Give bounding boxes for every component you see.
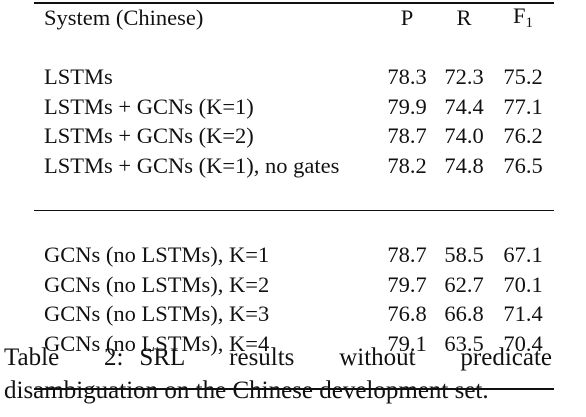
table-row: GCNs (no LSTMs), K=1 78.7 58.5 67.1 — [34, 241, 554, 271]
cell-f1: 71.4 — [503, 301, 543, 327]
cell-f1: 76.2 — [503, 123, 543, 149]
cell-f1: 76.5 — [503, 152, 543, 178]
cell-system: GCNs (no LSTMs), K=4 — [44, 330, 270, 356]
cell-recall: 62.7 — [444, 271, 484, 297]
cell-recall: 58.5 — [444, 242, 484, 268]
cell-system: LSTMs + GCNs (K=1), no gates — [44, 152, 340, 178]
cell-system: LSTMs + GCNs (K=2) — [44, 123, 254, 149]
cell-recall: 63.5 — [444, 330, 484, 356]
header-precision: P — [400, 5, 414, 31]
cell-f1: 67.1 — [503, 242, 543, 268]
group-gcn: GCNs (no LSTMs), K=1 78.7 58.5 67.1 GCNs (no… — [34, 211, 554, 388]
header-system: System (Chinese) — [44, 5, 204, 31]
header-f1: F1 — [492, 4, 554, 34]
cell-system: LSTMs — [44, 64, 113, 90]
caption-label: Table 2: — [4, 344, 124, 371]
results-table-group2: GCNs (no LSTMs), K=1 78.7 58.5 67.1 GCNs (no… — [34, 211, 554, 388]
table-row: LSTMs + GCNs (K=1), no gates 78.2 74.8 76.5 — [34, 151, 554, 181]
row-spacer — [34, 181, 554, 211]
mid-rule — [34, 210, 554, 212]
table-row: LSTMs + GCNs (K=1) 79.9 74.4 77.1 — [34, 92, 554, 122]
header-row: System (Chinese) P R F1 — [34, 4, 554, 34]
row-spacer — [34, 211, 554, 241]
caption-text: SRL results without predicate disambigua… — [4, 344, 553, 404]
header-recall: R — [436, 4, 492, 34]
cell-precision: 78.2 — [387, 152, 427, 178]
cell-f1: 70.4 — [503, 330, 543, 356]
cell-recall: 72.3 — [444, 64, 484, 90]
cell-precision: 78.7 — [387, 123, 427, 149]
top-rule — [34, 2, 554, 4]
cell-precision: 78.7 — [387, 242, 427, 268]
table-row: GCNs (no LSTMs), K=4 79.1 63.5 70.4 — [34, 329, 554, 359]
cell-precision: 79.1 — [387, 330, 427, 356]
table-row: LSTMs + GCNs (K=2) 78.7 74.0 76.2 — [34, 122, 554, 152]
table-row: GCNs (no LSTMs), K=2 79.7 62.7 70.1 — [34, 270, 554, 300]
cell-recall: 74.0 — [444, 123, 484, 149]
results-table: System (Chinese) P R F1 LSTMs 78.3 72.3 75.… — [34, 4, 554, 211]
table-caption: Table 2: SRL results without predicate di… — [4, 341, 552, 407]
cell-recall: 66.8 — [444, 301, 484, 327]
group-lstm: LSTMs 78.3 72.3 75.2 LSTMs + GCNs (K=1) 79.9 7… — [34, 33, 554, 210]
cell-precision: 79.7 — [387, 271, 427, 297]
cell-f1: 70.1 — [503, 271, 543, 297]
cell-precision: 76.8 — [387, 301, 427, 327]
cell-recall: 74.8 — [444, 152, 484, 178]
cell-precision: 79.9 — [387, 93, 427, 119]
cell-recall: 74.4 — [444, 93, 484, 119]
cell-f1: 77.1 — [503, 93, 543, 119]
header-f1-main: F — [512, 3, 526, 29]
header-f1-subscript: 1 — [525, 15, 534, 32]
cell-system: GCNs (no LSTMs), K=3 — [44, 301, 270, 327]
table-row: GCNs (no LSTMs), K=3 76.8 66.8 71.4 — [34, 300, 554, 330]
header-recall-label: R — [456, 5, 472, 31]
results-table-block: System (Chinese) P R F1 LSTMs 78.3 72.3 75.… — [34, 2, 554, 390]
cell-precision: 78.3 — [387, 64, 427, 90]
row-spacer — [34, 33, 554, 63]
table-row: LSTMs 78.3 72.3 75.2 — [34, 63, 554, 93]
bottom-rule — [34, 388, 554, 390]
cell-system: LSTMs + GCNs (K=1) — [44, 93, 254, 119]
cell-f1: 75.2 — [503, 64, 543, 90]
cell-system: GCNs (no LSTMs), K=1 — [44, 242, 270, 268]
cell-system: GCNs (no LSTMs), K=2 — [44, 271, 270, 297]
